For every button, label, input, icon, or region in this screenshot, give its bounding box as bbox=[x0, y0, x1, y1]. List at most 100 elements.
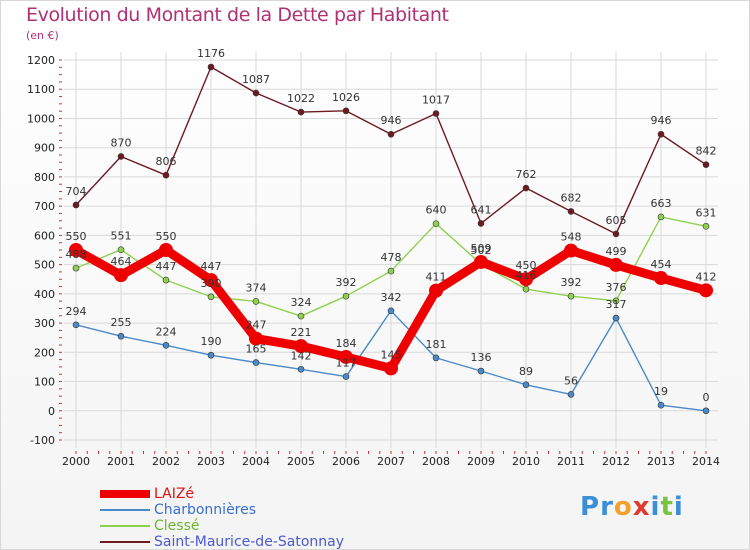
data-label: 509 bbox=[471, 242, 492, 255]
data-label: 294 bbox=[66, 305, 87, 318]
data-label: 488 bbox=[66, 248, 87, 261]
data-point bbox=[522, 285, 530, 293]
data-label: 447 bbox=[201, 260, 222, 273]
data-label: 806 bbox=[156, 155, 177, 168]
data-point bbox=[612, 230, 620, 238]
data-label: 247 bbox=[246, 319, 267, 332]
series-group bbox=[69, 63, 713, 415]
data-label: 842 bbox=[696, 145, 717, 158]
data-label: 145 bbox=[381, 348, 402, 361]
data-point bbox=[567, 391, 575, 398]
data-label: 1026 bbox=[332, 91, 360, 104]
data-label: 374 bbox=[246, 281, 267, 294]
logo-letter: r bbox=[600, 492, 614, 522]
data-label: 190 bbox=[201, 335, 222, 348]
data-point bbox=[252, 298, 260, 305]
logo-letter: x bbox=[632, 492, 651, 522]
data-point bbox=[72, 264, 80, 272]
data-point bbox=[339, 349, 353, 364]
data-label: 502 bbox=[471, 244, 492, 257]
data-point bbox=[297, 312, 305, 320]
data-label: 447 bbox=[156, 260, 177, 273]
data-point bbox=[387, 267, 395, 275]
y-tick-label: 200 bbox=[34, 346, 55, 359]
data-point bbox=[432, 354, 440, 362]
data-label: 342 bbox=[381, 291, 402, 304]
data-label: 317 bbox=[606, 298, 627, 311]
data-label: 136 bbox=[471, 351, 492, 364]
data-point bbox=[387, 130, 395, 138]
data-label: 946 bbox=[381, 114, 402, 127]
data-label: 551 bbox=[111, 230, 132, 243]
data-point bbox=[252, 89, 260, 97]
x-tick-label: 2000 bbox=[62, 455, 90, 468]
data-label: 1176 bbox=[197, 47, 225, 60]
data-point bbox=[657, 213, 665, 221]
data-label: 324 bbox=[291, 296, 312, 309]
data-label: 392 bbox=[561, 276, 582, 289]
data-label: 412 bbox=[696, 270, 717, 283]
x-tick-label: 2012 bbox=[602, 455, 630, 468]
data-point bbox=[249, 331, 263, 346]
x-tick-label: 2003 bbox=[197, 455, 225, 468]
data-point bbox=[657, 401, 665, 409]
data-labels: 704 870 806 1176 1087 1022 1026 946 1017 641 762 68… bbox=[66, 47, 717, 404]
data-label: 682 bbox=[561, 191, 582, 204]
data-label: 255 bbox=[111, 316, 132, 329]
data-point bbox=[72, 321, 80, 329]
x-tick-label: 2004 bbox=[242, 455, 270, 468]
data-label: 704 bbox=[66, 185, 87, 198]
x-tick-label: 2002 bbox=[152, 455, 180, 468]
x-tick-label: 2001 bbox=[107, 455, 135, 468]
proxiti-logo: Proxiti bbox=[580, 492, 684, 522]
data-point bbox=[252, 359, 260, 366]
x-tick-label: 2010 bbox=[512, 455, 540, 468]
legend-swatch bbox=[100, 525, 150, 527]
data-point bbox=[612, 314, 620, 322]
data-label: 117 bbox=[336, 357, 357, 370]
y-tick-label: 800 bbox=[34, 171, 55, 184]
data-label: 1087 bbox=[242, 73, 270, 86]
data-label: 631 bbox=[696, 206, 717, 219]
data-point bbox=[564, 243, 578, 258]
data-point bbox=[699, 283, 713, 298]
data-point bbox=[117, 153, 125, 160]
data-point bbox=[702, 223, 710, 230]
data-point bbox=[519, 272, 533, 287]
data-point bbox=[117, 246, 125, 254]
data-label: 19 bbox=[654, 385, 668, 398]
data-point bbox=[522, 381, 530, 389]
data-point bbox=[207, 293, 215, 301]
x-axis: 2000 2001 2002 2003 2004 2005 2006 2007 2008 2009… bbox=[62, 451, 720, 468]
data-point bbox=[477, 367, 485, 375]
legend-swatch bbox=[100, 509, 150, 511]
data-label: 464 bbox=[111, 255, 132, 268]
data-label: 221 bbox=[291, 326, 312, 339]
data-point bbox=[69, 243, 83, 257]
legend-swatch bbox=[100, 490, 150, 498]
data-label: 762 bbox=[516, 168, 537, 181]
data-point bbox=[207, 351, 215, 359]
data-label: 870 bbox=[111, 136, 132, 149]
gridlines bbox=[64, 52, 718, 448]
data-point bbox=[657, 130, 665, 138]
x-tick-label: 2005 bbox=[287, 455, 315, 468]
legend-label: Charbonnières bbox=[154, 502, 257, 518]
data-point bbox=[207, 63, 215, 71]
data-label: 454 bbox=[651, 258, 672, 271]
data-point bbox=[522, 184, 530, 192]
data-label: 184 bbox=[336, 337, 357, 350]
data-label: 640 bbox=[426, 204, 447, 217]
y-axis: -100 0 100 200 300 400 500 600 700 800 900 1000 1100… bbox=[27, 54, 62, 447]
data-point bbox=[609, 257, 623, 272]
x-tick-label: 2009 bbox=[467, 455, 495, 468]
data-label: 550 bbox=[156, 230, 177, 243]
data-label: 663 bbox=[651, 197, 672, 210]
data-label: 605 bbox=[606, 214, 627, 227]
data-label: 181 bbox=[426, 338, 447, 351]
logo-letter: o bbox=[613, 492, 633, 522]
y-tick-label: 1100 bbox=[27, 83, 55, 96]
legend-label: Saint-Maurice-de-Satonnay bbox=[154, 534, 344, 550]
data-label: 641 bbox=[471, 203, 492, 216]
data-label: 89 bbox=[519, 365, 533, 378]
